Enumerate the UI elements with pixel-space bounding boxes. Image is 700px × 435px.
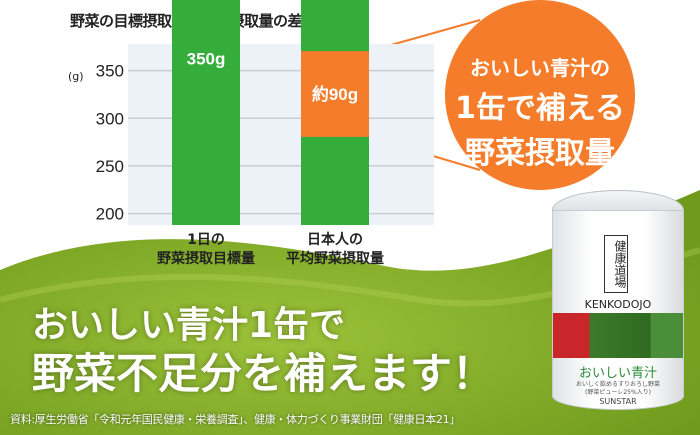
y-unit-label: (g) — [68, 70, 84, 83]
bubble-line-2: 1缶で補える — [455, 91, 625, 126]
bar-segment-shortfall — [301, 51, 369, 137]
category-label-line: 野菜摂取目標量 — [157, 251, 255, 267]
aojiru-can-image: 健康道場 KENKODOJO おいしい青汁 おいしく飲めるすりおろし野菜 (野菜… — [548, 190, 688, 415]
source-note: 資料:厚生労働省「令和元年国民健康・栄養調査」、健康・体力づくり事業財団「健康日… — [10, 413, 461, 426]
can-maker: SUNSTAR — [599, 397, 637, 406]
category-label-average: 日本人の 平均野菜摂取量 — [280, 231, 390, 269]
bar-value-label: 約90g — [312, 84, 358, 104]
vegetable-photo-band — [553, 313, 683, 358]
can-logo: 健康道場 — [604, 235, 628, 293]
bubble-line-3: 野菜摂取量 — [465, 136, 615, 171]
headline-line-2: 野菜不足分を補えます！ — [32, 349, 495, 398]
y-tick-label: 300 — [96, 109, 124, 128]
can-subtext: (野菜ピューレ25%入り) — [584, 389, 652, 396]
can-product-name: おいしい青汁 — [578, 366, 657, 381]
bubble-line-1: おいしい青汁の — [470, 56, 610, 80]
can-subtext: おいしく飲めるすりおろし野菜 — [575, 381, 660, 388]
can-body — [552, 210, 684, 410]
callout-bubble: おいしい青汁の 1缶で補える 野菜摂取量 — [445, 0, 635, 190]
y-tick-label: 200 — [96, 205, 124, 224]
bar-value-label: 350g — [187, 49, 226, 68]
category-label-line: 1日の — [187, 232, 225, 248]
y-tick-label: 250 — [96, 157, 124, 176]
headline-line-1: おいしい青汁1缶で — [32, 305, 346, 346]
y-tick-label: 350 — [96, 62, 124, 81]
category-label-target: 1日の 野菜摂取目標量 — [151, 231, 261, 269]
category-label-line: 日本人の — [307, 232, 363, 248]
bar-segment-intake — [172, 0, 240, 225]
category-label-line: 平均野菜摂取量 — [286, 251, 384, 267]
can-brand: KENKODOJO — [584, 298, 652, 311]
